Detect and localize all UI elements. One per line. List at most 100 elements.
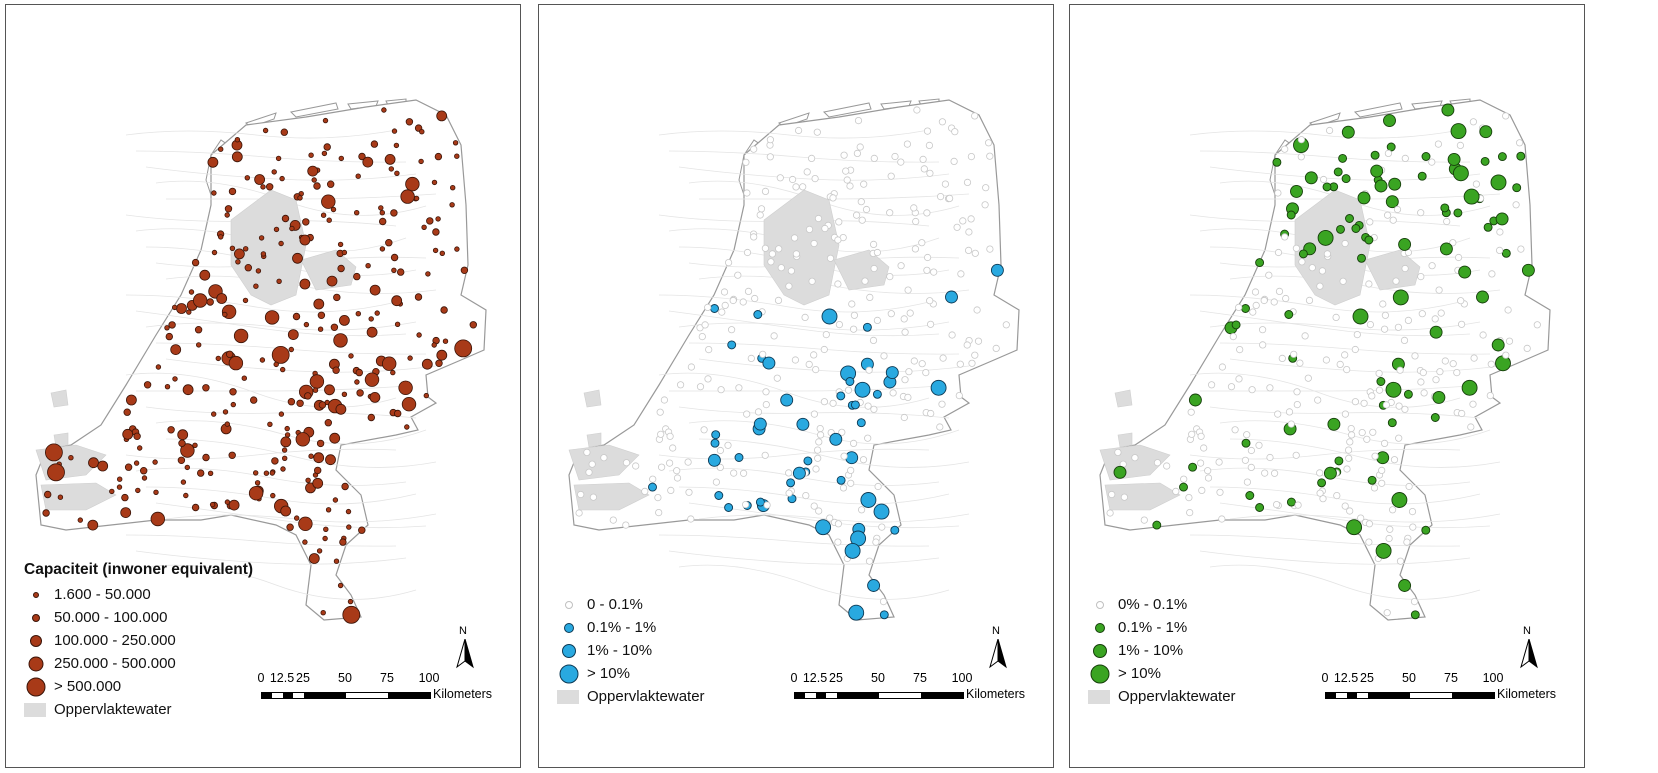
legend-symbol <box>1096 601 1104 609</box>
treatment-plant-marker <box>388 166 394 172</box>
treatment-plant-marker <box>734 453 744 462</box>
treatment-plant-marker <box>1370 164 1384 178</box>
treatment-plant-marker <box>176 303 187 314</box>
treatment-plant-marker <box>951 128 959 136</box>
treatment-plant-marker <box>791 356 799 364</box>
treatment-plant-marker <box>815 519 832 536</box>
treatment-plant-marker <box>842 167 850 175</box>
treatment-plant-marker <box>439 250 445 256</box>
treatment-plant-marker <box>673 467 681 475</box>
treatment-plant-marker <box>1131 454 1139 462</box>
treatment-plant-marker <box>1216 488 1224 496</box>
treatment-plant-marker <box>1458 409 1466 418</box>
treatment-plant-marker <box>740 469 748 477</box>
treatment-plant-marker <box>873 316 881 324</box>
treatment-plant-marker <box>454 339 473 358</box>
treatment-plant-marker <box>1486 391 1494 400</box>
treatment-plant-marker <box>405 118 414 126</box>
treatment-plant-marker <box>279 175 285 182</box>
legend-symbol <box>33 592 39 598</box>
treatment-plant-marker <box>1409 523 1417 531</box>
treatment-plant-marker <box>1274 410 1282 418</box>
treatment-plant-marker <box>805 360 813 368</box>
treatment-plant-marker <box>231 151 243 163</box>
treatment-plant-marker <box>845 377 855 386</box>
treatment-plant-marker <box>435 216 441 222</box>
treatment-plant-marker <box>313 182 321 190</box>
treatment-plant-marker <box>1351 224 1361 233</box>
treatment-plant-marker <box>965 228 973 236</box>
legend: Capaciteit (inwoner equivalent) 1.600 - … <box>24 561 253 721</box>
treatment-plant-marker <box>228 355 244 371</box>
treatment-plant-marker <box>1496 228 1504 236</box>
treatment-plant-marker <box>1259 341 1267 349</box>
treatment-plant-marker <box>887 172 895 180</box>
treatment-plant-marker <box>1231 426 1239 434</box>
treatment-plant-marker <box>330 323 339 331</box>
treatment-plant-marker <box>836 475 846 485</box>
treatment-plant-marker <box>308 152 314 158</box>
treatment-plant-marker <box>974 337 983 345</box>
treatment-plant-marker <box>666 459 674 467</box>
treatment-plant-marker <box>297 195 303 201</box>
treatment-plant-marker <box>241 375 247 381</box>
treatment-plant-marker <box>323 526 329 532</box>
treatment-plant-marker <box>776 174 784 182</box>
treatment-plant-marker <box>927 409 935 418</box>
treatment-plant-marker <box>941 180 949 188</box>
treatment-plant-marker <box>971 351 979 359</box>
treatment-plant-marker <box>1501 248 1511 258</box>
treatment-plant-marker <box>816 424 824 433</box>
treatment-plant-marker <box>355 368 363 377</box>
treatment-plant-marker <box>658 463 666 471</box>
treatment-plant-marker <box>735 384 743 392</box>
treatment-plant-marker <box>1314 396 1322 404</box>
treatment-plant-marker <box>1421 152 1431 161</box>
treatment-plant-marker <box>454 246 460 252</box>
treatment-plant-marker <box>192 442 198 448</box>
treatment-plant-marker <box>348 353 354 359</box>
treatment-plant-marker <box>812 465 820 473</box>
treatment-plant-marker <box>143 381 152 389</box>
treatment-plant-marker <box>275 155 282 162</box>
treatment-plant-marker <box>945 194 954 202</box>
treatment-plant-marker <box>696 383 705 391</box>
treatment-plant-marker <box>1341 351 1349 359</box>
treatment-plant-marker <box>1281 145 1289 153</box>
treatment-plant-marker <box>622 521 630 529</box>
treatment-plant-marker <box>211 190 217 196</box>
scale-bar: 0 12.5 25 50 75 100 Kilometers <box>790 671 1026 701</box>
treatment-plant-marker <box>354 209 360 216</box>
treatment-plant-marker <box>316 439 325 448</box>
treatment-plant-marker <box>968 359 976 367</box>
treatment-plant-marker <box>1231 320 1241 330</box>
treatment-plant-marker <box>1347 431 1356 439</box>
treatment-plant-marker <box>242 297 249 304</box>
treatment-plant-marker <box>370 140 379 148</box>
treatment-plant-marker <box>287 329 299 341</box>
treatment-plant-marker <box>687 515 695 523</box>
treatment-plant-marker <box>1271 469 1279 477</box>
treatment-plant-marker <box>813 128 821 136</box>
treatment-plant-marker <box>821 308 838 325</box>
treatment-plant-marker <box>1353 330 1361 339</box>
treatment-plant-marker <box>1204 467 1212 475</box>
treatment-plant-marker <box>1188 430 1196 438</box>
treatment-plant-marker <box>739 298 747 306</box>
treatment-plant-marker <box>191 258 200 267</box>
treatment-plant-marker <box>1375 369 1383 377</box>
treatment-plant-marker <box>815 507 823 515</box>
treatment-plant-marker <box>936 423 944 431</box>
treatment-plant-marker <box>228 187 237 196</box>
treatment-plant-marker <box>1417 378 1425 386</box>
treatment-plant-marker <box>222 409 229 415</box>
treatment-plant-marker <box>1332 313 1340 321</box>
treatment-plant-marker <box>1419 368 1427 377</box>
treatment-plant-marker <box>759 350 767 358</box>
treatment-plant-marker <box>1441 103 1455 117</box>
treatment-plant-marker <box>1387 418 1397 428</box>
treatment-plant-marker <box>1153 459 1162 467</box>
treatment-plant-marker <box>886 209 894 217</box>
treatment-plant-marker <box>304 392 312 400</box>
treatment-plant-marker <box>829 432 843 446</box>
